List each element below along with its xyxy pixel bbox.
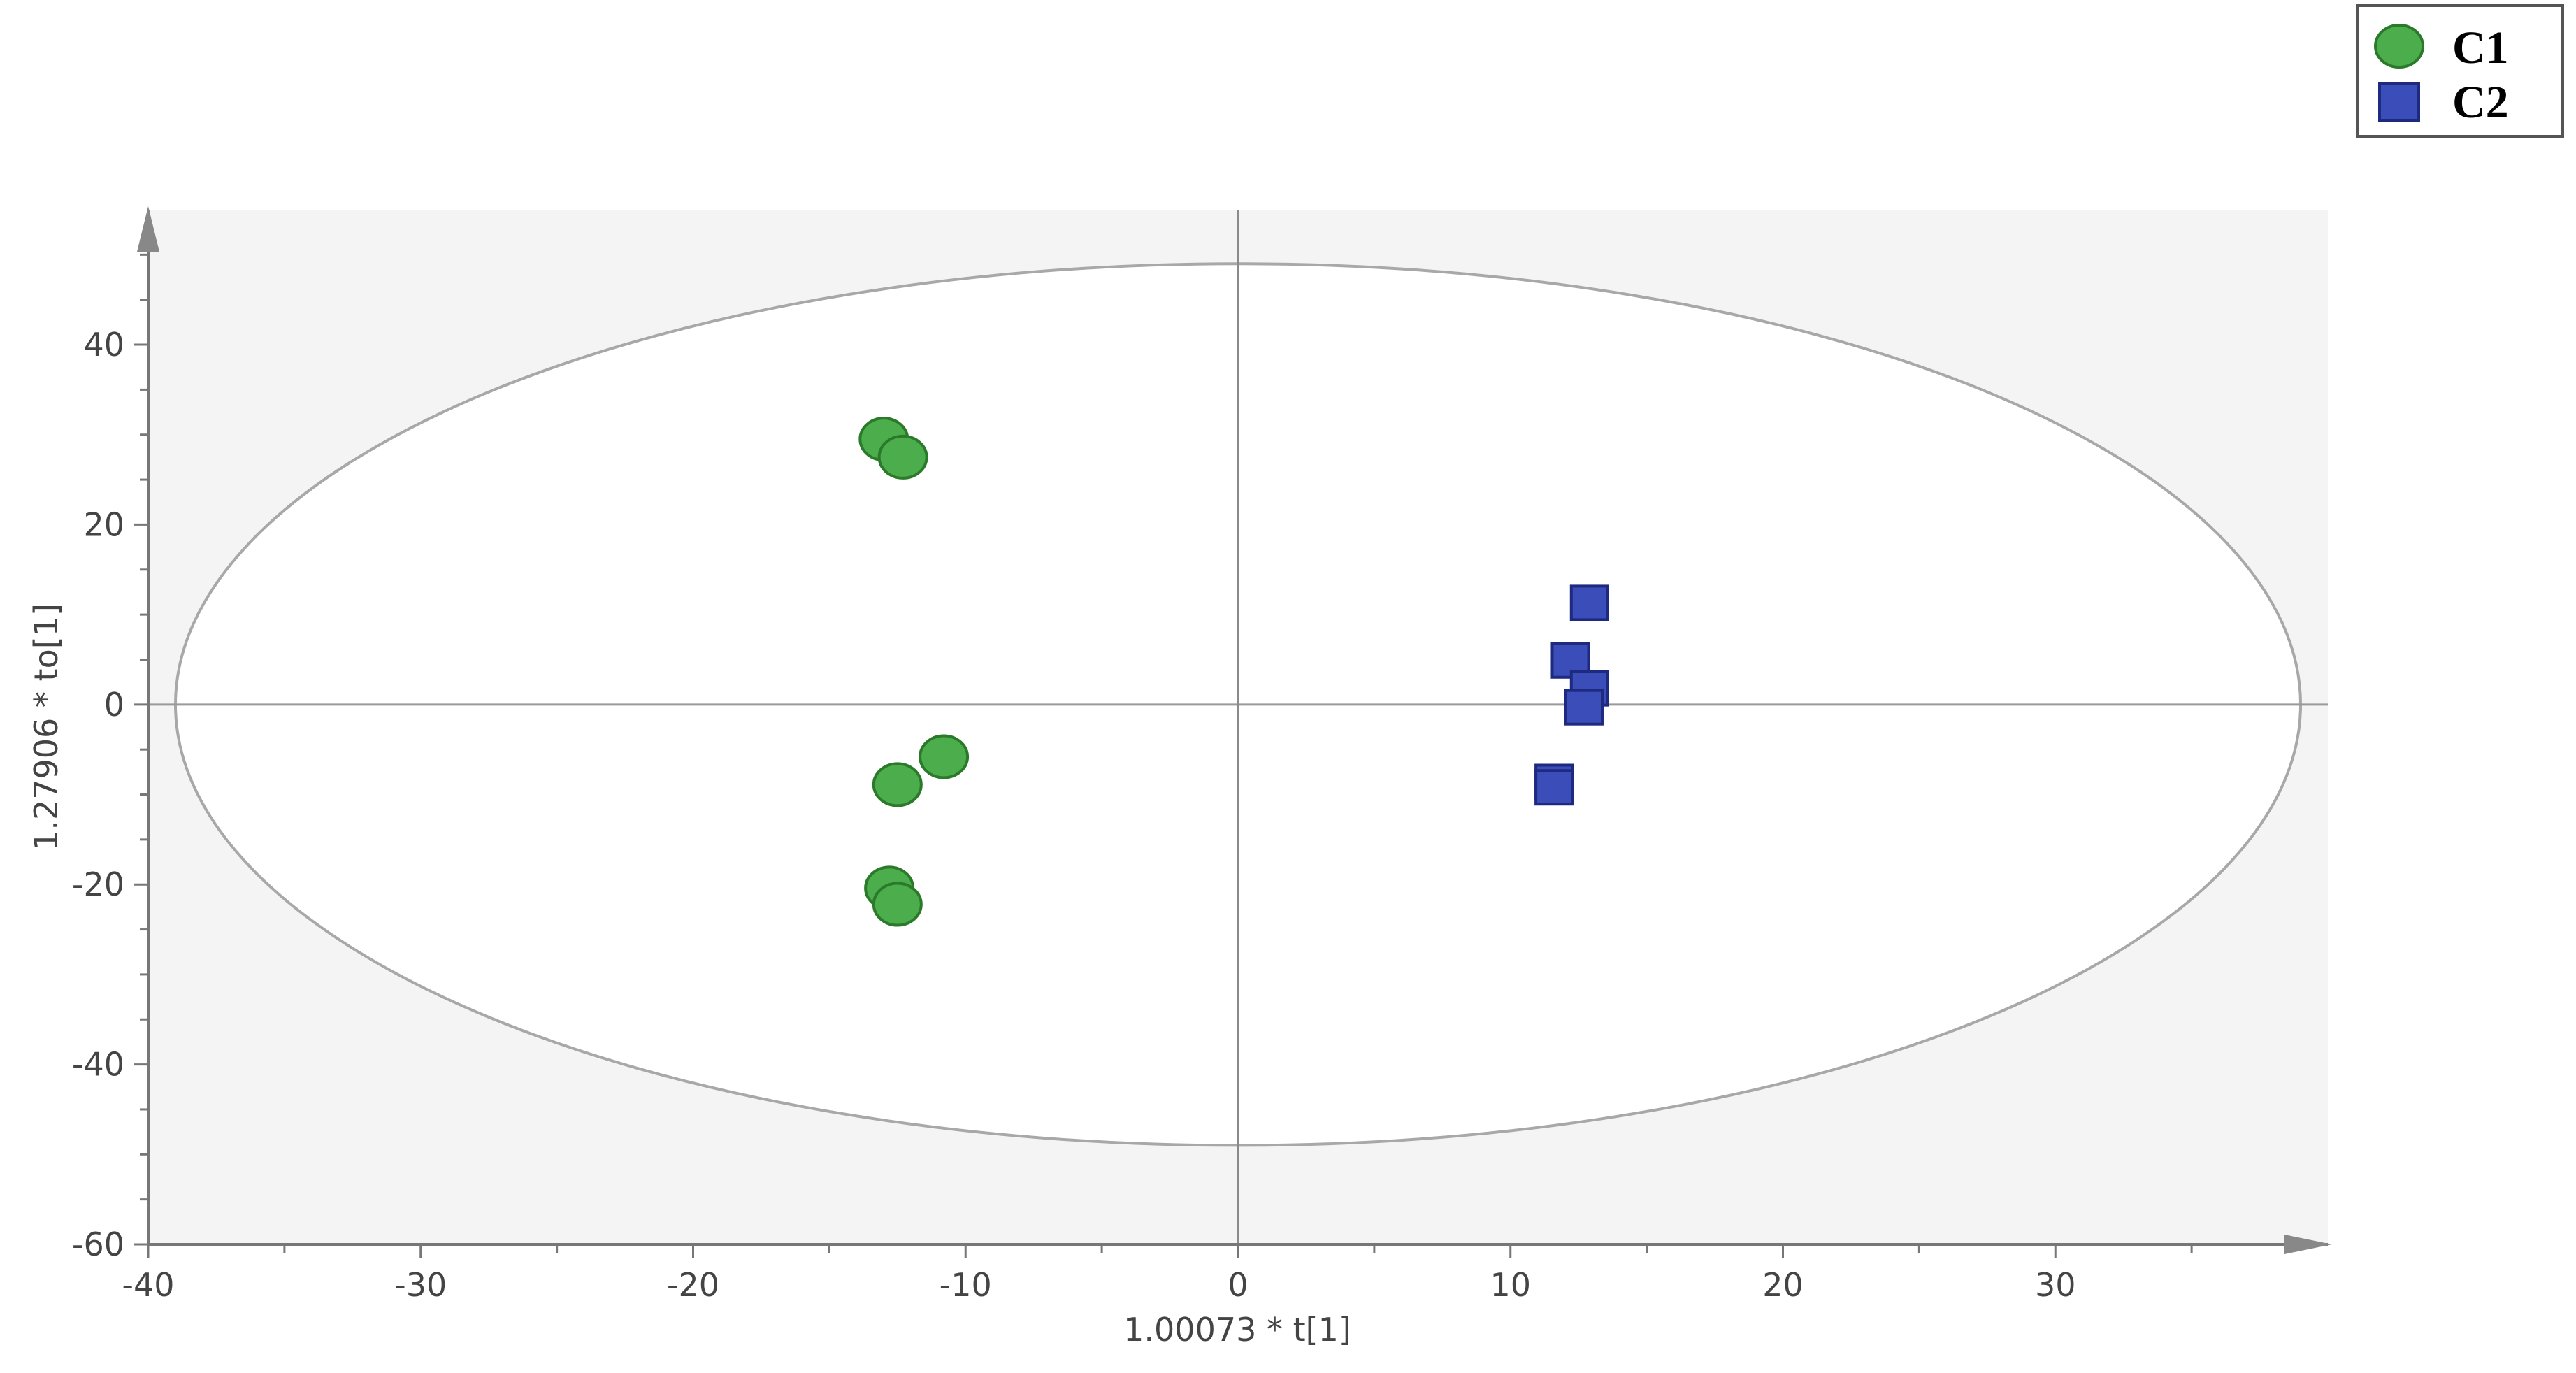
tick-marks: [134, 253, 2193, 1258]
point-c1: [877, 434, 928, 480]
legend-label-c1: C1: [2452, 22, 2509, 73]
point-c2: [1569, 584, 1609, 621]
x-tick-label: -30: [394, 1266, 447, 1304]
y-tick-label: -20: [72, 865, 124, 903]
legend-marker-c2: [2378, 82, 2420, 122]
point-c1: [919, 734, 970, 779]
y-tick-label: -60: [72, 1225, 124, 1263]
x-tick-label: 20: [1762, 1266, 1804, 1304]
point-c1: [872, 762, 923, 807]
legend-label-c2: C2: [2452, 77, 2509, 128]
x-axis-arrow: [2284, 1235, 2332, 1254]
x-tick-label: 10: [1490, 1266, 1531, 1304]
x-axis-title: 1.00073 * t[1]: [1123, 1311, 1351, 1349]
point-c2: [1534, 769, 1574, 806]
x-tick-label: -40: [122, 1266, 174, 1304]
legend-marker-c1: [2374, 24, 2424, 69]
x-tick-label: 0: [1228, 1266, 1248, 1304]
point-c2: [1564, 689, 1604, 726]
x-tick-label: -20: [667, 1266, 719, 1304]
point-c1: [872, 882, 923, 927]
x-tick-label: 30: [2035, 1266, 2076, 1304]
y-tick-label: 20: [83, 505, 124, 543]
y-tick-label: -40: [72, 1046, 124, 1084]
y-tick-label: 0: [104, 686, 124, 724]
zero-lines: [148, 210, 2328, 1244]
x-tick-label: -10: [940, 1266, 992, 1304]
y-axis-title: 1.27906 * to[1]: [27, 603, 65, 851]
legend: C1 C2: [2356, 4, 2564, 138]
data-points: [858, 417, 1609, 927]
y-tick-label: 40: [83, 326, 124, 364]
y-axis-arrow: [137, 206, 159, 252]
